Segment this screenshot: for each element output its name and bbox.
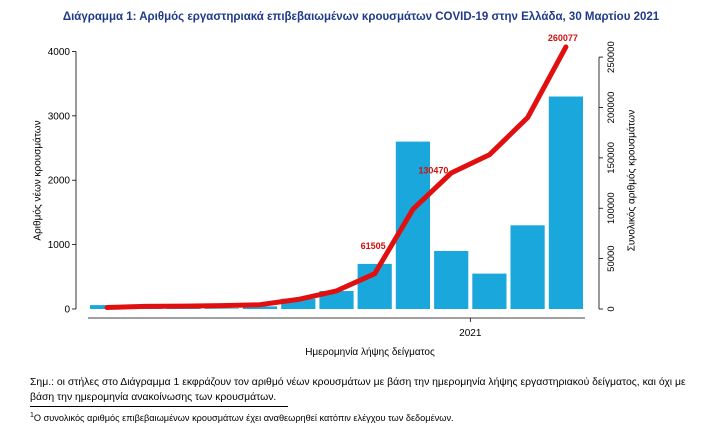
footnote-divider [30,406,288,407]
y2-tick-label: 50000 [606,245,617,271]
bar-2020-08 [281,298,316,309]
annotation-label: 61505 [361,241,386,251]
annotation-label: 260077 [548,33,578,43]
chart-note: Σημ.: οι στήλες στο Διάγραμμα 1 εκφράζου… [30,377,686,403]
y2-tick-label: 200000 [606,92,617,124]
cumulative-series: 260077 130470 61505 [104,33,578,310]
footnote-text: Ο συνολικός αριθμός επιβεβαιωμένων κρουσ… [33,413,454,424]
y-tick-label: 4000 [48,47,71,58]
bar-series [90,96,583,309]
y-tick-label: 1000 [48,240,71,251]
cumulative-line [104,44,569,310]
annotation-label: 130470 [418,166,448,176]
x-axis-label: Ημερομηνία λήψης δείγματος [305,347,435,358]
chart-title: Διάγραμμα 1: Αριθμός εργαστηριακά επιβεβ… [62,11,660,23]
axes: 0 1000 2000 3000 4000 0 50000 100000 150000 20000… [48,41,617,339]
y-axis-label: Αριθμός νέων κρουσμάτων [32,120,44,241]
footnote: 1Ο συνολικός αριθμός επιβεβαιωμένων κρου… [30,412,710,423]
x-tick-label: 2021 [459,328,482,339]
bar-2020-07 [242,306,278,309]
y2-axis-label: Συνολικός αριθμός κρουσμάτων [626,109,638,252]
y2-tick-label: 0 [606,306,617,311]
footnote-marker: 1 [30,412,34,419]
bar-2021-01 [472,273,507,309]
y2-tick-label: 250000 [606,41,617,73]
y-tick-label: 2000 [48,176,71,187]
bar-2021-02 [510,225,545,309]
y-tick-label: 0 [64,305,70,316]
bar-2020-09 [319,291,354,309]
bar-2020-06 [204,308,239,309]
y2-tick-label: 150000 [606,142,617,174]
bar-2020-12 [434,251,469,309]
y-tick-label: 3000 [48,111,71,122]
y2-tick-label: 100000 [606,192,617,224]
bar-2020-05 [166,308,201,309]
bar-2021-03 [548,96,583,309]
